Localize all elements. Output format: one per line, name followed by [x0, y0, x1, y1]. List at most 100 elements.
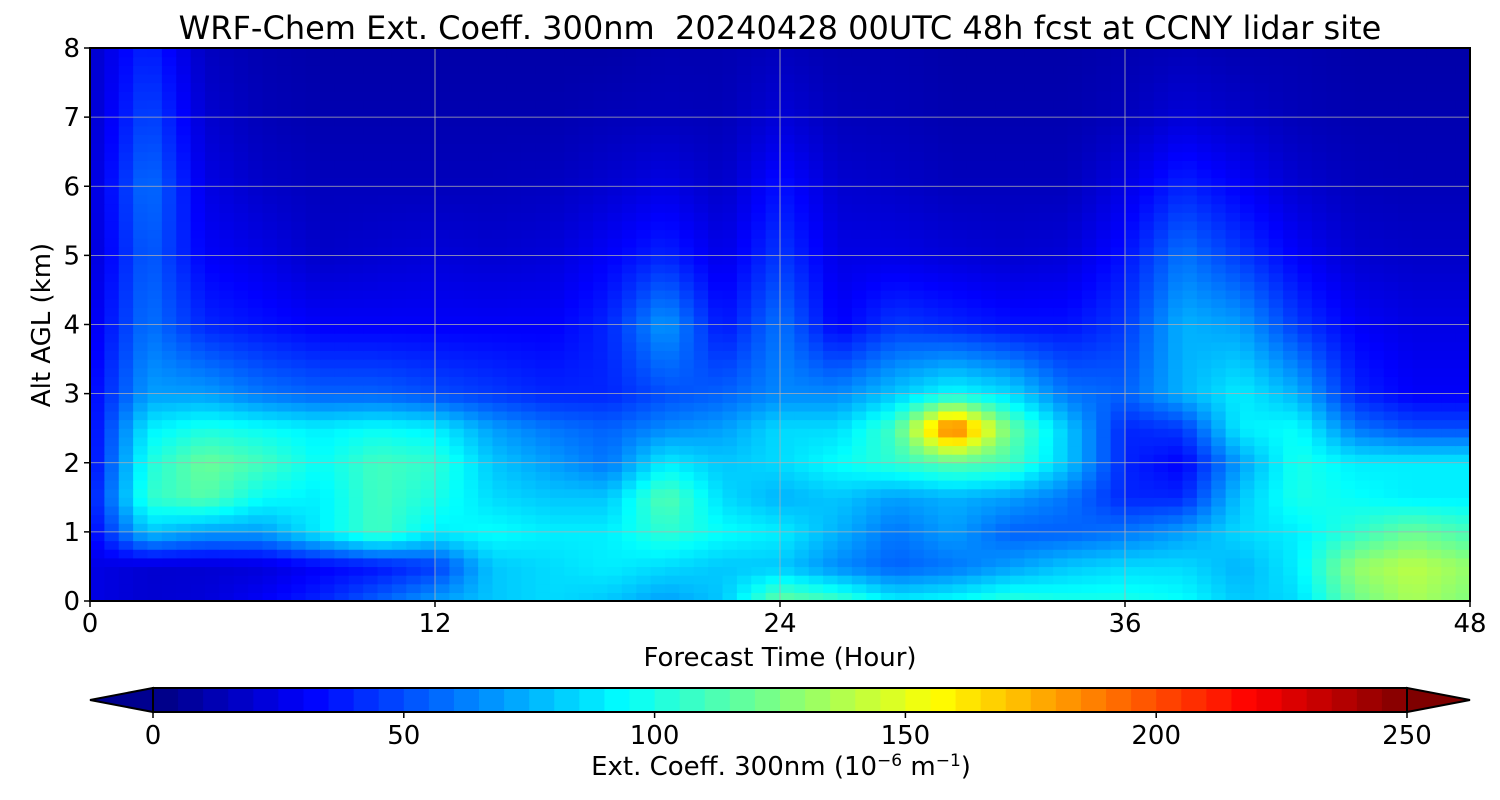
- heatmap-cell: [233, 220, 249, 231]
- heatmap-cell: [823, 575, 839, 585]
- heatmap-cell: [1196, 151, 1212, 161]
- heatmap-cell: [866, 350, 882, 360]
- heatmap-cell: [866, 220, 882, 231]
- heatmap-cell: [578, 462, 594, 472]
- heatmap-cell: [1139, 359, 1155, 369]
- heatmap-cell: [147, 160, 163, 170]
- heatmap-cell: [1240, 177, 1255, 187]
- heatmap-cell: [995, 583, 1011, 593]
- heatmap-cell: [305, 272, 321, 282]
- heatmap-cell: [1139, 402, 1155, 412]
- heatmap-cell: [492, 212, 508, 222]
- heatmap-cell: [1125, 264, 1140, 274]
- heatmap-cell: [1268, 428, 1284, 438]
- heatmap-cell: [880, 289, 896, 300]
- heatmap-cell: [808, 575, 824, 585]
- heatmap-cell: [693, 540, 709, 550]
- heatmap-cell: [981, 229, 997, 239]
- heatmap-cell: [478, 402, 494, 412]
- heatmap-cell: [1225, 341, 1241, 352]
- heatmap-cell: [909, 229, 925, 239]
- heatmap-cell: [190, 177, 206, 187]
- heatmap-cell: [636, 384, 652, 395]
- heatmap-cell: [305, 289, 321, 300]
- heatmap-cell: [1010, 264, 1025, 274]
- heatmap-cell: [794, 151, 810, 161]
- heatmap-cell: [909, 419, 925, 429]
- heatmap-cell: [190, 341, 206, 352]
- heatmap-cell: [262, 575, 278, 585]
- heatmap-cell: [995, 289, 1011, 300]
- heatmap-cell: [851, 557, 867, 568]
- heatmap-cell: [966, 177, 982, 187]
- heatmap-cell: [708, 402, 724, 412]
- heatmap-cell: [1254, 454, 1270, 464]
- heatmap-cell: [463, 186, 479, 196]
- heatmap-cell: [550, 393, 565, 403]
- heatmap-cell: [320, 203, 335, 213]
- heatmap-cell: [435, 255, 450, 265]
- heatmap-cell: [161, 315, 177, 326]
- heatmap-cell: [176, 177, 192, 187]
- heatmap-cell: [190, 307, 206, 317]
- heatmap-cell: [1182, 359, 1198, 369]
- heatmap-cell: [1412, 566, 1428, 576]
- heatmap-cell: [1182, 324, 1198, 334]
- heatmap-cell: [1283, 151, 1299, 161]
- heatmap-cell: [1355, 246, 1370, 256]
- heatmap-cell: [1038, 480, 1054, 490]
- heatmap-cell: [593, 220, 609, 231]
- heatmap-cell: [205, 359, 220, 369]
- heatmap-cell: [780, 160, 795, 170]
- heatmap-cell: [463, 488, 479, 498]
- heatmap-cell: [161, 272, 177, 282]
- heatmap-cell: [219, 531, 235, 542]
- heatmap-cell: [363, 445, 379, 455]
- heatmap-cell: [966, 393, 982, 403]
- heatmap-cell: [420, 462, 436, 472]
- heatmap-cell: [1283, 229, 1299, 239]
- heatmap-cell: [1110, 488, 1126, 498]
- heatmap-cell: [823, 229, 839, 239]
- heatmap-cell: [420, 151, 436, 161]
- heatmap-cell: [1153, 186, 1169, 196]
- heatmap-cell: [463, 298, 479, 308]
- heatmap-cell: [521, 315, 537, 326]
- heatmap-cell: [406, 194, 422, 205]
- heatmap-cell: [1196, 341, 1212, 352]
- heatmap-cell: [923, 428, 939, 438]
- heatmap-cell: [1081, 350, 1097, 360]
- heatmap-cell: [823, 255, 839, 265]
- heatmap-cell: [118, 384, 134, 395]
- heatmap-cell: [621, 592, 637, 601]
- heatmap-cell: [463, 315, 479, 326]
- heatmap-cell: [1211, 315, 1227, 326]
- heatmap-cell: [391, 393, 407, 403]
- heatmap-cell: [1412, 557, 1428, 568]
- heatmap-cell: [90, 557, 105, 568]
- heatmap-cell: [1024, 540, 1040, 550]
- heatmap-cell: [1369, 298, 1385, 308]
- heatmap-cell: [636, 160, 652, 170]
- heatmap-cell: [1426, 549, 1442, 559]
- heatmap-cell: [765, 419, 781, 429]
- heatmap-cell: [435, 246, 450, 256]
- heatmap-cell: [1398, 376, 1414, 386]
- heatmap-cell: [1254, 151, 1270, 161]
- heatmap-cell: [1311, 376, 1327, 386]
- heatmap-cell: [118, 445, 134, 455]
- heatmap-cell: [1340, 341, 1356, 352]
- heatmap-cell: [1355, 151, 1370, 161]
- heatmap-cell: [1369, 436, 1385, 447]
- heatmap-cell: [708, 480, 724, 490]
- heatmap-cell: [161, 531, 177, 542]
- heatmap-cell: [794, 497, 810, 507]
- heatmap-cell: [1240, 203, 1255, 213]
- heatmap-cell: [1340, 298, 1356, 308]
- heatmap-cell: [1340, 229, 1356, 239]
- heatmap-cell: [823, 298, 839, 308]
- heatmap-cell: [276, 194, 292, 205]
- heatmap-cell: [722, 246, 738, 256]
- heatmap-cell: [1240, 333, 1255, 343]
- heatmap-cell: [995, 393, 1011, 403]
